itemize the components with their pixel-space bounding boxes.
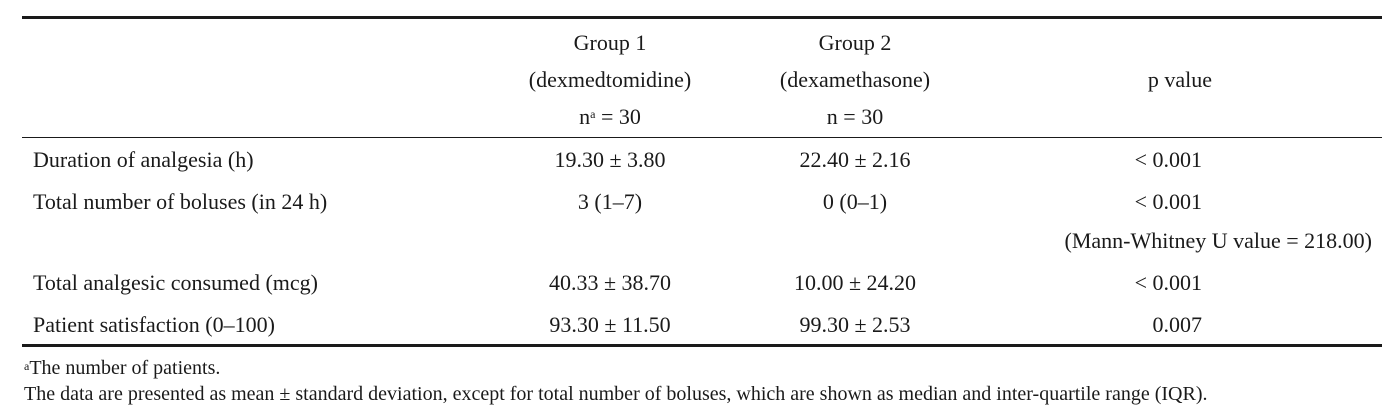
row-group2-value: 10.00 ± 24.20	[793, 270, 917, 295]
row-label: Total number of boluses (in 24 h)	[33, 189, 328, 214]
table-bottom-rule	[22, 344, 1382, 347]
row-group1-value: 19.30 ± 3.80	[554, 147, 666, 172]
row-group1-value: 93.30 ± 11.50	[549, 312, 671, 337]
group1-n-value: = 30	[595, 104, 641, 129]
table-top-rule	[22, 16, 1382, 19]
row-label: Patient satisfaction (0–100)	[33, 312, 275, 337]
pvalue-header: p value	[1147, 67, 1213, 92]
row-group1-value: 40.33 ± 38.70	[548, 270, 672, 295]
row-pvalue: < 0.001	[1134, 147, 1202, 172]
header-rule	[22, 137, 1382, 138]
group2-header-line2: (dexamethasone)	[779, 67, 931, 92]
row-group2-value: 99.30 ± 2.53	[799, 312, 911, 337]
row-group2-value: 0 (0–1)	[822, 189, 888, 214]
footnote-data-presentation: The data are presented as mean ± standar…	[24, 383, 1208, 405]
row-pvalue: 0.007	[1152, 312, 1203, 337]
footnote-mark: a	[24, 359, 30, 373]
row-label: Total analgesic consumed (mcg)	[33, 270, 318, 295]
row-label: Duration of analgesia (h)	[33, 147, 254, 172]
group1-n-footnote-mark: a	[590, 107, 596, 121]
group1-header-line2: (dexmedtomidine)	[528, 67, 692, 92]
row-group2-value: 22.40 ± 2.16	[799, 147, 911, 172]
row-pvalue-note: (Mann-Whitney U value = 218.00)	[1064, 228, 1373, 253]
group1-header-n: na = 30	[579, 104, 641, 130]
group1-n-prefix: n	[579, 104, 591, 129]
row-pvalue: < 0.001	[1134, 270, 1202, 295]
row-group1-value: 3 (1–7)	[577, 189, 643, 214]
group2-header-n: n = 30	[826, 104, 884, 129]
footnote-a: aThe number of patients.	[24, 356, 220, 380]
row-pvalue: < 0.001	[1134, 189, 1202, 214]
group1-header-line1: Group 1	[573, 30, 647, 55]
group2-header-line1: Group 2	[818, 30, 892, 55]
footnote-a-text: The number of patients.	[29, 357, 221, 379]
